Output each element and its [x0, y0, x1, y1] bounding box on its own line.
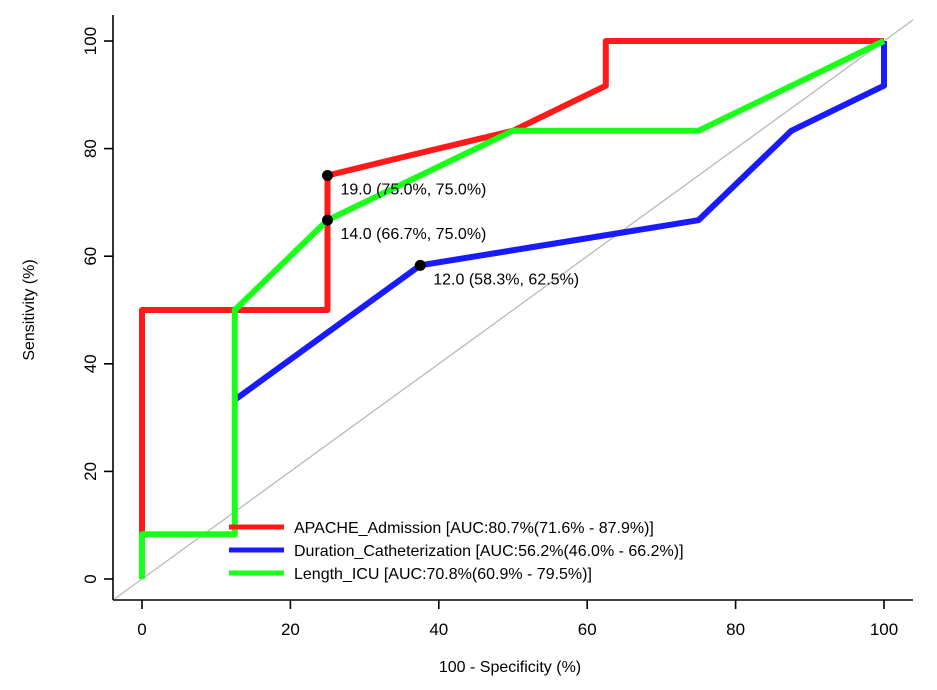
threshold-label-3: 12.0 (58.3%, 62.5%)	[433, 271, 579, 288]
y-tick-label-60: 60	[81, 247, 100, 266]
y-axis-title: Sensitivity (%)	[21, 259, 38, 360]
threshold-point-2	[322, 214, 333, 226]
legend-label-2: Duration_Catheterization [AUC:56.2%(46.0…	[294, 543, 684, 560]
threshold-point-3	[414, 259, 426, 271]
x-axis-title: 100 - Specificity (%)	[439, 659, 581, 676]
y-tick-label-0: 0	[81, 574, 100, 583]
x-tick-label-20: 20	[281, 620, 300, 639]
y-tick-label-100: 100	[81, 27, 100, 55]
legend-label-1: APACHE_Admission [AUC:80.7%(71.6% - 87.9…	[294, 520, 654, 537]
x-tick-label-0: 0	[137, 620, 146, 639]
y-tick-label-80: 80	[81, 139, 100, 158]
x-tick-label-100: 100	[870, 620, 898, 639]
diagonal-reference-line	[113, 19, 913, 600]
series-line-2	[233, 41, 887, 403]
axes: 0 20 40 60 80 100 0 20 40 60 80 100	[81, 15, 913, 639]
x-tick-label-60: 60	[578, 620, 597, 639]
y-tick-label-40: 40	[81, 354, 100, 373]
y-tick-label-20: 20	[81, 462, 100, 481]
threshold-point-1	[322, 170, 333, 181]
series-line-1	[139, 38, 884, 535]
legend: APACHE_Admission [AUC:80.7%(71.6% - 87.9…	[229, 520, 684, 583]
x-tick-label-40: 40	[429, 620, 448, 639]
legend-label-3: Length_ICU [AUC:70.8%(60.9% - 79.5%)]	[294, 566, 592, 583]
x-tick-label-80: 80	[726, 620, 745, 639]
plot-area	[113, 19, 913, 600]
threshold-label-2: 14.0 (66.7%, 75.0%)	[341, 226, 487, 243]
threshold-label-1: 19.0 (75.0%, 75.0%)	[341, 182, 487, 199]
